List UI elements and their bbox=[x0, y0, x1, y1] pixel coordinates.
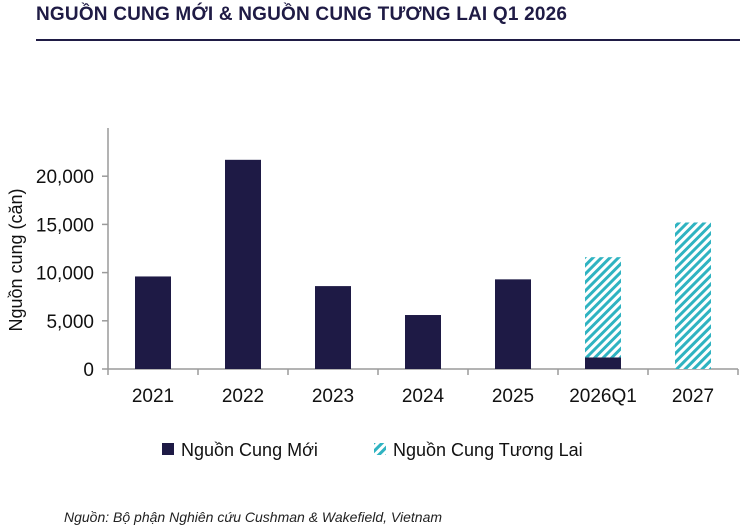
y-axis-title: Nguồn cung (căn) bbox=[6, 188, 26, 331]
axis-labels: 0 5,000 10,000 15,000 20,000 Nguồn cung (căn)… bbox=[6, 167, 714, 407]
bars-group bbox=[135, 159, 711, 369]
legend-new-supply-label: Nguồn Cung Mới bbox=[181, 440, 318, 460]
y-tick-label: 5,000 bbox=[46, 312, 94, 333]
bar-new-supply bbox=[585, 357, 621, 369]
x-tick-label: 2022 bbox=[222, 386, 264, 407]
bar-future-supply bbox=[585, 257, 621, 358]
y-tick-label: 20,000 bbox=[36, 167, 94, 188]
bar-new-supply bbox=[405, 315, 441, 369]
source-note: Nguồn: Bộ phận Nghiên cứu Cushman & Wake… bbox=[64, 509, 443, 525]
bar-new-supply bbox=[135, 276, 171, 369]
x-tick-label: 2025 bbox=[492, 386, 534, 407]
bar-chart: 0 5,000 10,000 15,000 20,000 Nguồn cung (căn)… bbox=[6, 128, 739, 460]
y-tick-label: 10,000 bbox=[36, 264, 94, 285]
legend-future-supply-label: Nguồn Cung Tương Lai bbox=[393, 440, 583, 460]
bar-future-supply bbox=[675, 222, 711, 369]
title-underline bbox=[36, 39, 740, 41]
x-tick-label: 2023 bbox=[312, 386, 354, 407]
x-tick-label: 2027 bbox=[672, 386, 714, 407]
bar-new-supply bbox=[315, 286, 351, 369]
y-tick-label: 15,000 bbox=[36, 215, 94, 236]
x-tick-label: 2024 bbox=[402, 386, 445, 407]
bar-new-supply bbox=[495, 279, 531, 369]
y-tick-label: 0 bbox=[83, 360, 94, 381]
bar-new-supply bbox=[225, 159, 261, 369]
x-tick-label: 2026Q1 bbox=[569, 386, 637, 407]
legend: Nguồn Cung Mới Nguồn Cung Tương Lai bbox=[162, 440, 583, 460]
x-tick-label: 2021 bbox=[132, 386, 174, 407]
legend-future-supply-swatch bbox=[374, 443, 386, 455]
legend-new-supply-swatch bbox=[162, 443, 174, 455]
chart-title: NGUỒN CUNG MỚI & NGUỒN CUNG TƯƠNG LAI Q1… bbox=[36, 4, 568, 25]
